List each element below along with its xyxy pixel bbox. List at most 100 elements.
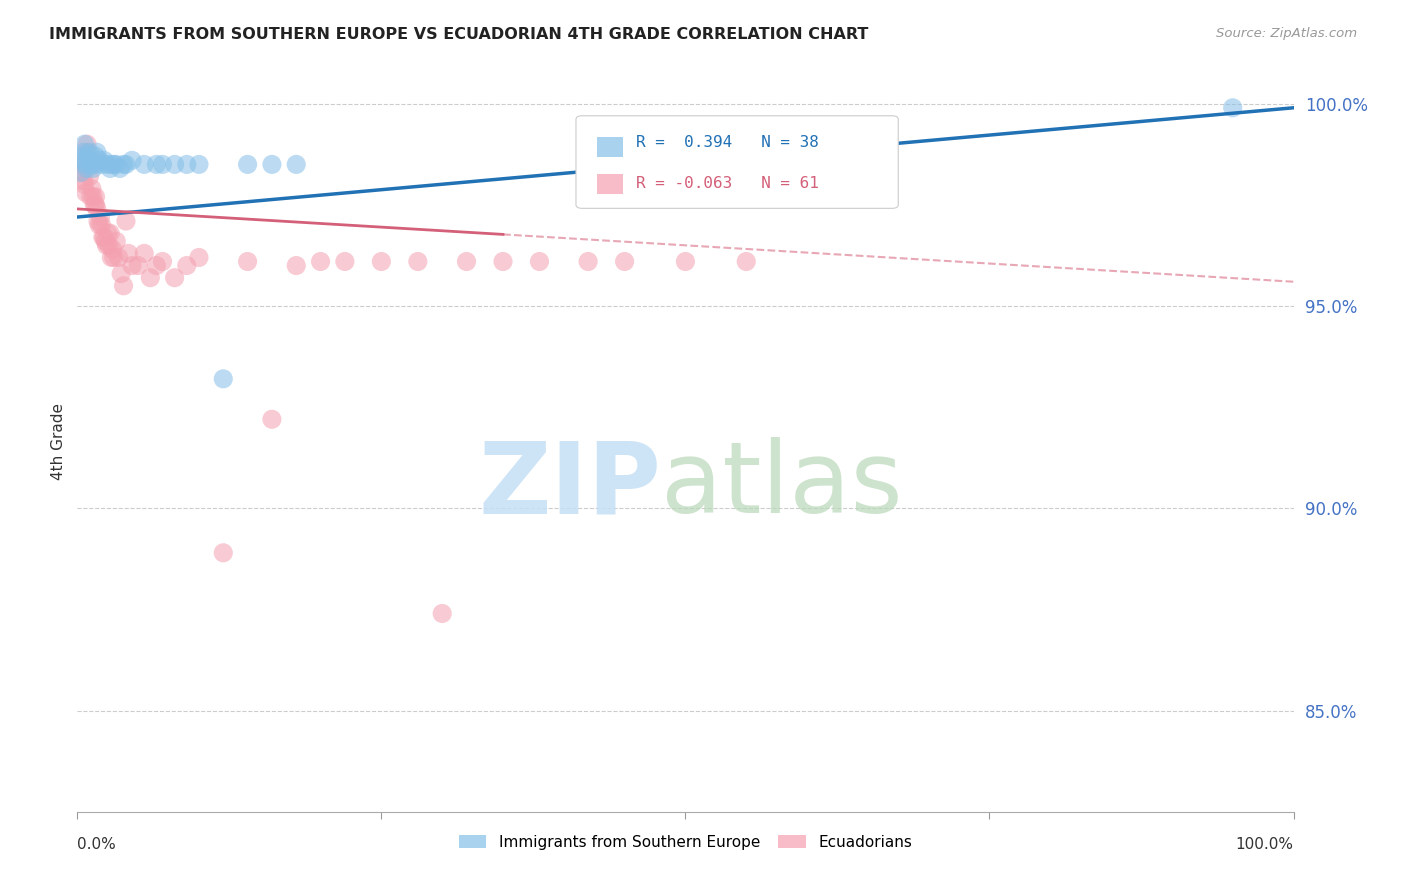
Point — [576, 254, 599, 268]
Point — [89, 218, 111, 232]
Point — [90, 218, 112, 232]
Point — [152, 157, 174, 171]
Point — [212, 372, 235, 386]
Point — [115, 157, 138, 171]
Point — [76, 161, 98, 176]
Point — [72, 173, 94, 187]
Point — [112, 278, 135, 293]
Point — [163, 157, 186, 171]
Point — [80, 182, 103, 196]
Point — [89, 153, 111, 168]
Point — [212, 546, 235, 560]
Point — [115, 214, 138, 228]
Point — [134, 157, 156, 171]
Point — [77, 153, 100, 168]
Point — [97, 238, 120, 252]
Point — [76, 145, 98, 160]
Text: 0.0%: 0.0% — [77, 837, 117, 852]
FancyBboxPatch shape — [576, 116, 898, 209]
Point — [96, 238, 118, 252]
Point — [430, 607, 453, 621]
Point — [117, 246, 139, 260]
Point — [77, 149, 100, 163]
Point — [84, 190, 107, 204]
Point — [72, 145, 94, 160]
Point — [82, 190, 104, 204]
Point — [105, 157, 128, 171]
Point — [100, 157, 122, 171]
Point — [110, 267, 132, 281]
Point — [112, 157, 135, 171]
Point — [94, 234, 117, 248]
Point — [90, 157, 112, 171]
Point — [236, 157, 259, 171]
Point — [309, 254, 332, 268]
Point — [70, 165, 93, 179]
Point — [108, 161, 131, 176]
Point — [70, 149, 93, 163]
Text: R = -0.063   N = 61: R = -0.063 N = 61 — [636, 177, 818, 191]
Point — [73, 137, 96, 152]
Point — [121, 153, 143, 168]
Point — [87, 214, 110, 228]
Point — [127, 259, 149, 273]
Point — [236, 254, 259, 268]
Point — [107, 251, 129, 265]
Point — [83, 198, 105, 212]
Point — [529, 254, 551, 268]
Point — [152, 254, 174, 268]
Point — [84, 198, 107, 212]
Point — [84, 157, 107, 171]
Point — [79, 153, 101, 168]
Point — [1222, 101, 1244, 115]
Text: Source: ZipAtlas.com: Source: ZipAtlas.com — [1216, 27, 1357, 40]
Point — [260, 412, 283, 426]
Point — [139, 270, 162, 285]
Point — [82, 161, 104, 176]
Point — [93, 230, 115, 244]
Point — [163, 270, 186, 285]
Point — [98, 161, 121, 176]
Point — [285, 259, 308, 273]
Point — [456, 254, 478, 268]
Point — [103, 251, 125, 265]
Point — [101, 243, 124, 257]
Bar — [596, 136, 623, 156]
Point — [79, 145, 101, 160]
Point — [98, 226, 121, 240]
Legend: Immigrants from Southern Europe, Ecuadorians: Immigrants from Southern Europe, Ecuador… — [453, 829, 918, 856]
Point — [73, 178, 96, 192]
Bar — [596, 174, 623, 194]
Point — [86, 145, 108, 160]
Point — [145, 259, 167, 273]
Point — [97, 157, 120, 171]
Point — [675, 254, 697, 268]
Point — [188, 157, 211, 171]
Point — [91, 230, 114, 244]
Point — [260, 157, 283, 171]
Point — [176, 259, 198, 273]
Point — [70, 165, 93, 179]
Point — [80, 157, 103, 171]
Point — [76, 137, 98, 152]
Point — [103, 157, 125, 171]
Point — [492, 254, 515, 268]
Point — [121, 259, 143, 273]
Point — [105, 234, 128, 248]
Point — [145, 157, 167, 171]
Point — [80, 190, 103, 204]
Point — [84, 149, 107, 163]
Point — [613, 254, 636, 268]
Point — [188, 251, 211, 265]
Y-axis label: 4th Grade: 4th Grade — [51, 403, 66, 480]
Point — [70, 157, 93, 171]
Point — [93, 153, 115, 168]
Point — [100, 251, 122, 265]
Text: ZIP: ZIP — [478, 437, 661, 534]
Point — [75, 186, 97, 200]
Point — [89, 210, 111, 224]
Point — [735, 254, 758, 268]
Point — [333, 254, 356, 268]
Point — [406, 254, 429, 268]
Point — [97, 226, 120, 240]
